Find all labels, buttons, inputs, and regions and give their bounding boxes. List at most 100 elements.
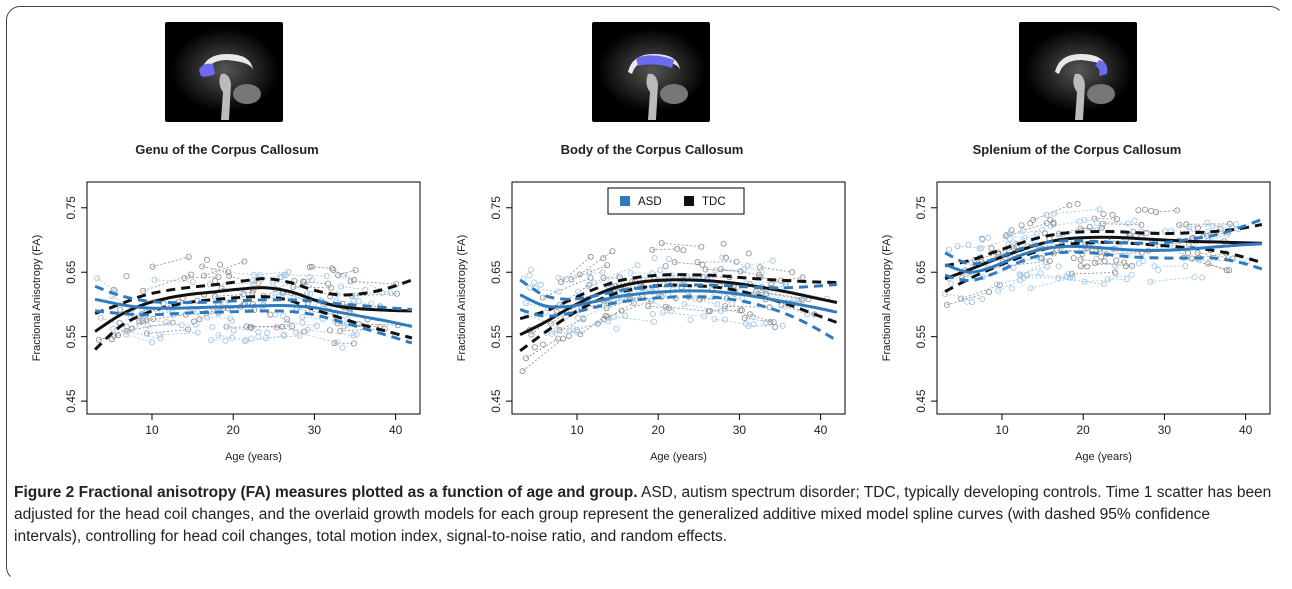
trajectory-line bbox=[341, 286, 366, 290]
data-point bbox=[203, 256, 210, 263]
data-point bbox=[722, 303, 729, 310]
data-point bbox=[276, 274, 283, 281]
data-point bbox=[117, 306, 124, 313]
data-point bbox=[1055, 263, 1062, 270]
trajectory-line bbox=[302, 316, 323, 320]
trajectory-line bbox=[710, 309, 742, 312]
data-point bbox=[1086, 224, 1093, 231]
highlighted-region bbox=[1095, 60, 1108, 76]
data-point bbox=[215, 332, 222, 339]
data-point bbox=[1141, 206, 1148, 213]
x-tick-label: 20 bbox=[227, 423, 241, 437]
data-point bbox=[1128, 271, 1135, 278]
brain-image-splenium bbox=[1019, 22, 1137, 122]
data-point bbox=[613, 325, 620, 332]
data-point bbox=[250, 280, 257, 287]
data-point bbox=[223, 323, 230, 330]
data-point bbox=[649, 310, 656, 317]
trajectory-line bbox=[722, 257, 762, 273]
y-tick-label: 0.45 bbox=[64, 389, 78, 413]
trajectory-line bbox=[1019, 266, 1048, 275]
data-point bbox=[988, 245, 995, 252]
data-point bbox=[570, 325, 577, 332]
data-point bbox=[123, 331, 130, 338]
data-point bbox=[304, 326, 311, 333]
data-point bbox=[965, 241, 972, 248]
data-point bbox=[339, 344, 346, 351]
trajectory-line bbox=[688, 296, 718, 305]
data-point bbox=[527, 266, 534, 273]
data-point bbox=[139, 318, 146, 325]
data-point bbox=[1176, 222, 1183, 229]
trajectory-line bbox=[1006, 260, 1050, 267]
data-point bbox=[330, 267, 337, 274]
data-point bbox=[702, 266, 709, 273]
y-axis-label: Fractional Anisotropy (FA) bbox=[456, 235, 468, 362]
x-tick-label: 30 bbox=[1158, 423, 1172, 437]
data-point bbox=[996, 282, 1003, 289]
y-tick-label: 0.65 bbox=[489, 260, 503, 284]
data-point bbox=[658, 240, 665, 247]
data-point bbox=[1185, 249, 1192, 256]
data-point bbox=[1204, 219, 1211, 226]
data-point bbox=[1024, 272, 1031, 279]
trajectory-line bbox=[996, 272, 1041, 285]
data-point bbox=[1007, 236, 1014, 243]
data-point bbox=[1130, 228, 1137, 235]
data-point bbox=[308, 263, 315, 270]
trajectory-line bbox=[522, 338, 564, 372]
data-point bbox=[323, 273, 330, 280]
data-point bbox=[599, 269, 606, 276]
data-point bbox=[674, 245, 681, 252]
data-point bbox=[711, 316, 718, 323]
data-point bbox=[798, 296, 805, 303]
data-point bbox=[717, 307, 724, 314]
data-point bbox=[759, 289, 766, 296]
legend-swatch bbox=[620, 196, 630, 206]
data-point bbox=[1081, 278, 1088, 285]
data-point bbox=[565, 332, 572, 339]
trajectory-line bbox=[1006, 234, 1025, 239]
trajectory-line bbox=[1094, 218, 1117, 220]
trajectory-line bbox=[744, 317, 771, 323]
y-tick-label: 0.65 bbox=[64, 260, 78, 284]
trajectory-line bbox=[1020, 261, 1047, 276]
corpus-callosum bbox=[1055, 54, 1107, 74]
data-point bbox=[1097, 225, 1104, 232]
trajectory-line bbox=[296, 308, 336, 316]
trajectory-line bbox=[1030, 277, 1073, 289]
cerebellum bbox=[1087, 84, 1115, 104]
data-point bbox=[227, 315, 234, 322]
data-point bbox=[333, 339, 340, 346]
data-point bbox=[750, 313, 757, 320]
trajectory-line bbox=[1197, 252, 1233, 259]
data-point bbox=[328, 265, 335, 272]
trajectory-line bbox=[226, 326, 252, 329]
data-point bbox=[1039, 226, 1046, 233]
data-point bbox=[306, 274, 313, 281]
data-point bbox=[1100, 211, 1107, 218]
data-point bbox=[199, 263, 206, 270]
data-point bbox=[555, 274, 562, 281]
chart-genu: 10 20 30 40 Age (years) 0.45 0.55 0.65 0.75 Fract… bbox=[31, 181, 421, 463]
trajectory-line bbox=[760, 266, 793, 273]
data-point bbox=[296, 332, 303, 339]
series-tdc bbox=[94, 277, 413, 351]
data-point bbox=[1010, 239, 1017, 246]
data-point bbox=[553, 326, 560, 333]
trajectory-line bbox=[1013, 240, 1035, 243]
data-point bbox=[791, 296, 798, 303]
data-point bbox=[769, 257, 776, 264]
trajectory-line bbox=[608, 281, 636, 287]
x-tick-label: 40 bbox=[1239, 423, 1253, 437]
brainstem bbox=[646, 73, 658, 120]
panel-title: Body of the Corpus Callosum bbox=[560, 142, 744, 157]
data-point bbox=[1143, 229, 1150, 236]
caption-label: Figure 2 Fractional anisotropy (FA) meas… bbox=[14, 484, 638, 501]
data-point bbox=[772, 323, 779, 330]
trajectory-line bbox=[202, 266, 229, 273]
highlighted-region bbox=[199, 63, 215, 77]
data-point bbox=[740, 266, 747, 273]
y-axis: 0.45 0.55 0.65 0.75 Fractional Anisotropy (F… bbox=[881, 196, 937, 413]
trajectory-line bbox=[1183, 257, 1230, 271]
